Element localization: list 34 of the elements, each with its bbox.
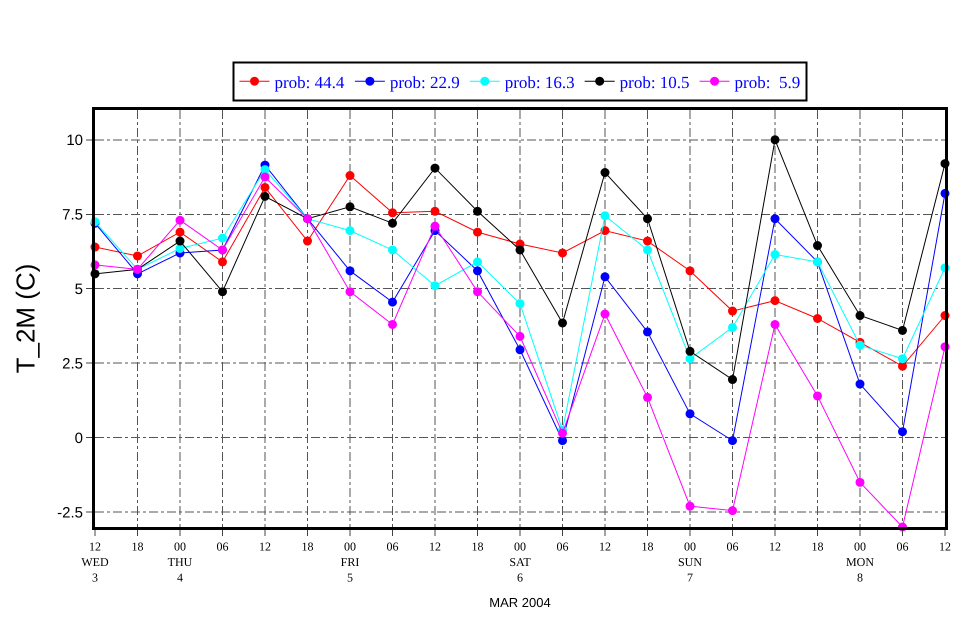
x-tick-label: 00 SAT 6	[509, 539, 532, 585]
x-tick-label: 00 FRI 5	[340, 539, 360, 585]
x-tick-label: 06	[556, 539, 568, 554]
legend-label: prob: 44.4	[274, 72, 345, 92]
x-tick-label: 12 WED 3	[81, 539, 109, 585]
legend-label: prob: 16.3	[504, 72, 575, 92]
legend-label: prob: 5.9	[734, 72, 800, 92]
x-tick-label: 18	[302, 539, 314, 554]
x-tick-label: 12	[939, 539, 951, 554]
x-tick-label: 06	[216, 539, 228, 554]
legend-label: prob: 22.9	[390, 72, 460, 92]
x-tick-label: 12	[429, 539, 441, 554]
legend-label: prob: 10.5	[620, 72, 690, 92]
x-tick-label: 18	[132, 539, 144, 554]
x-axis-title: MAR 2004	[489, 595, 551, 610]
y-tick-label: -2.5	[57, 504, 83, 522]
y-tick-label: 2.5	[62, 355, 83, 372]
x-tick-label: 12	[599, 539, 611, 554]
x-tick-label: 00 SUN 7	[678, 539, 702, 585]
x-tick-label: 18	[642, 539, 654, 554]
y-tick-label: 5	[74, 280, 83, 298]
x-tick-label: 18	[472, 539, 484, 554]
y-tick-label: 7.5	[62, 206, 83, 224]
x-tick-label: 06	[386, 539, 398, 554]
x-tick-label: 18	[812, 539, 824, 554]
y-axis-title: T_2M (C)	[10, 264, 41, 374]
y-tick-label: 0	[74, 430, 83, 447]
y-tick-label: 10	[66, 132, 83, 150]
x-tick-label: 12	[769, 539, 781, 554]
x-tick-label: 12	[259, 539, 271, 554]
x-tick-label: 06	[896, 539, 908, 554]
x-tick-label: 06	[726, 539, 738, 554]
x-tick-label: 00 THU 4	[168, 539, 193, 585]
x-tick-label: 00 MON 8	[846, 539, 874, 585]
